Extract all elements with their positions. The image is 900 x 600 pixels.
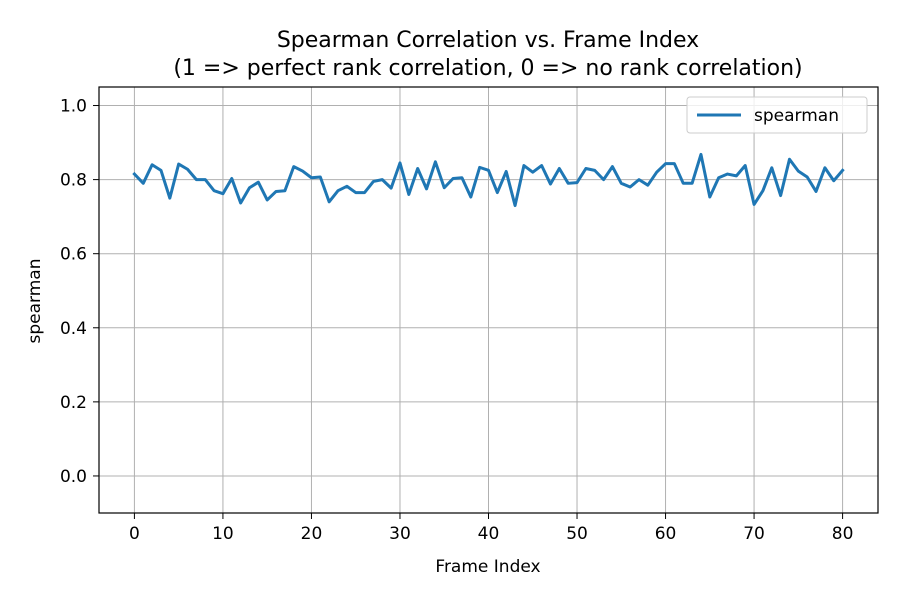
- legend-box: [686, 96, 868, 134]
- y-tick-label: 0.4: [60, 319, 87, 339]
- chart-title: Spearman Correlation vs. Frame Index: [277, 28, 699, 53]
- x-tick-label: 30: [389, 524, 411, 544]
- y-tick-label: 1.0: [60, 97, 87, 117]
- x-tick-label: 10: [212, 524, 234, 544]
- x-tick-label: 60: [655, 524, 677, 544]
- legend-label: spearman: [754, 106, 839, 126]
- y-tick-label: 0.0: [60, 467, 87, 487]
- x-tick-label: 70: [743, 524, 765, 544]
- x-tick-label: 0: [129, 524, 140, 544]
- chart-subtitle: (1 => perfect rank correlation, 0 => no …: [173, 56, 802, 81]
- x-tick-label: 50: [566, 524, 588, 544]
- tick-layer: 0 10 20 30 40 50 60 70 80 0.0 0.2 0.4 0.6 0.8 1.0: [60, 97, 853, 544]
- x-tick-label: 40: [478, 524, 500, 544]
- series-layer: [132, 152, 845, 208]
- x-tick-label: 80: [832, 524, 854, 544]
- grid: [99, 87, 878, 513]
- series-line-spearman: [132, 152, 845, 208]
- x-tick-label: 20: [301, 524, 323, 544]
- y-axis-label: spearman: [25, 259, 45, 344]
- y-tick-label: 0.8: [60, 171, 87, 191]
- y-tick-label: 0.2: [60, 393, 87, 413]
- x-axis-label: Frame Index: [435, 557, 540, 577]
- y-tick-label: 0.6: [60, 245, 87, 265]
- legend: spearman: [686, 96, 868, 134]
